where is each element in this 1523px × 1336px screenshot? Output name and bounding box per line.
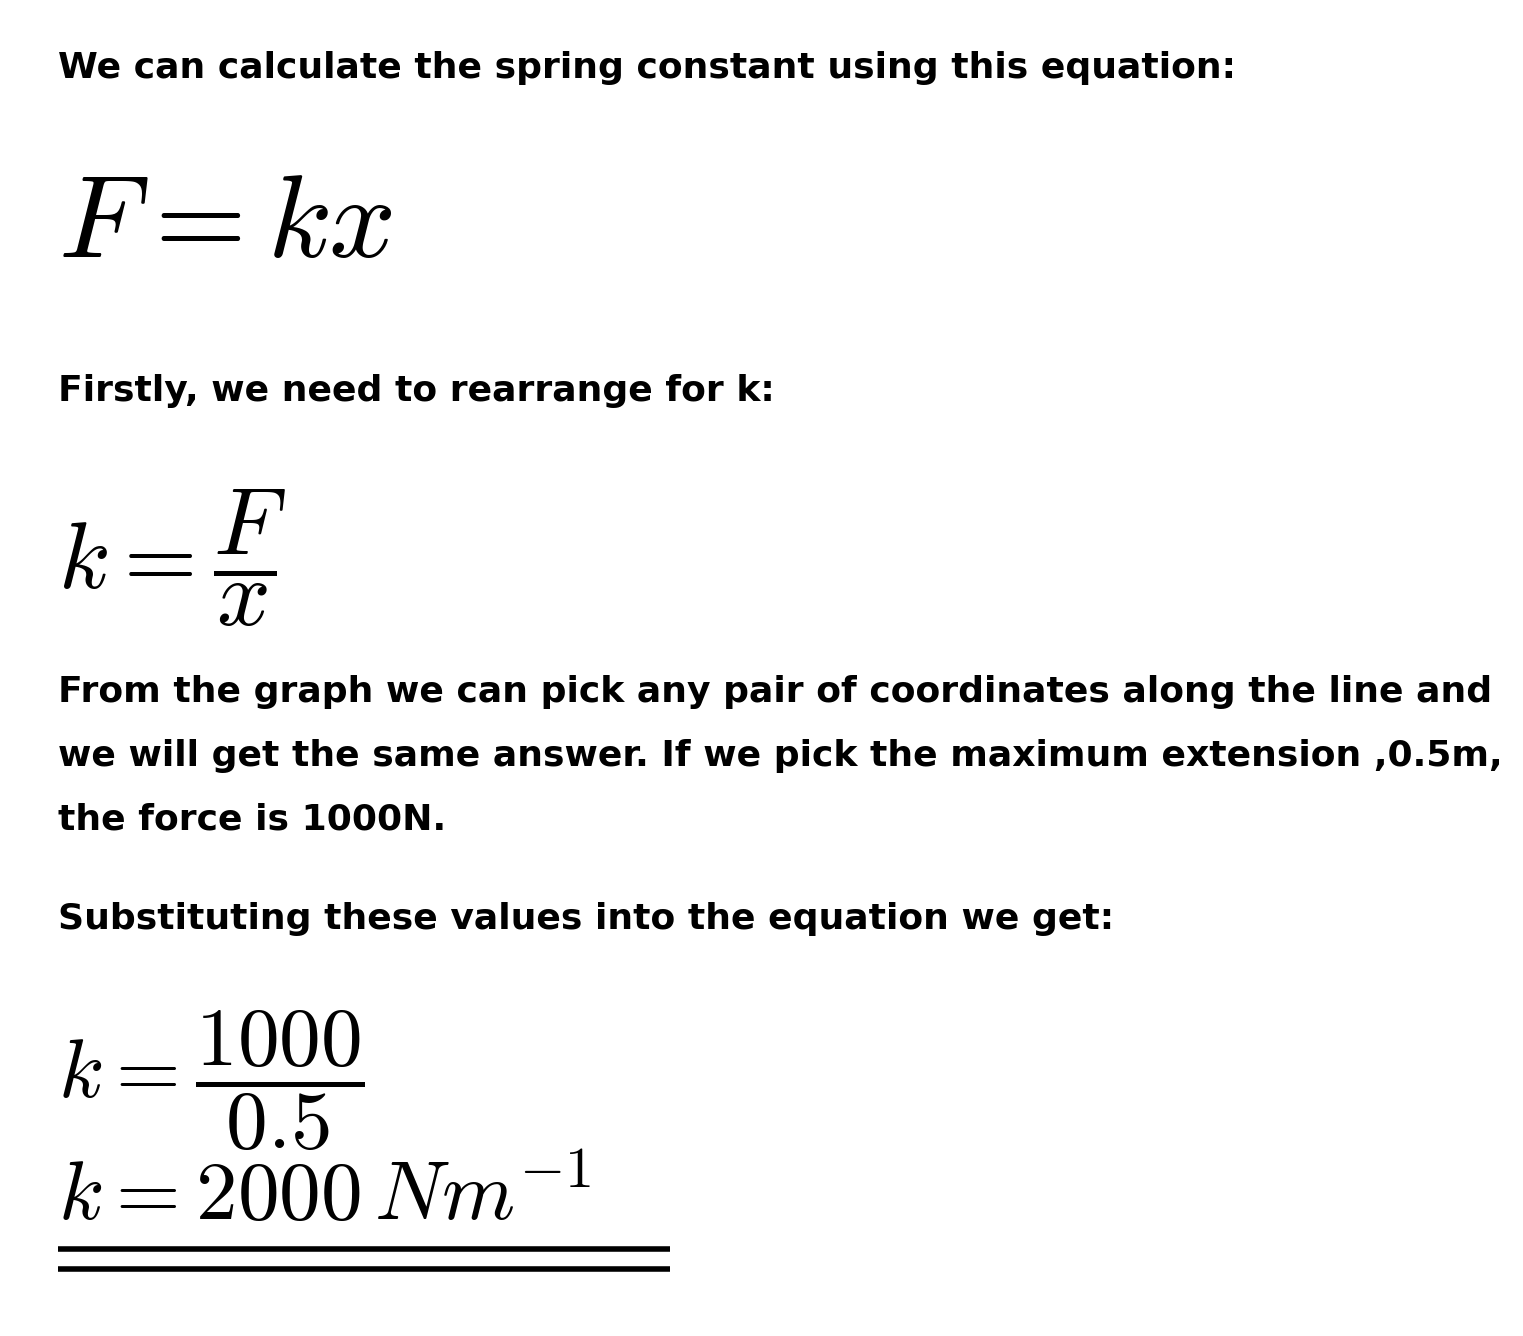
Text: Substituting these values into the equation we get:: Substituting these values into the equat… [58,902,1113,935]
Text: Firstly, we need to rearrange for k:: Firstly, we need to rearrange for k: [58,374,775,407]
Text: $\mathit{F} = \mathit{kx}$: $\mathit{F} = \mathit{kx}$ [58,167,393,282]
Text: We can calculate the spring constant using this equation:: We can calculate the spring constant usi… [58,51,1235,84]
Text: $k = \dfrac{F}{x}$: $k = \dfrac{F}{x}$ [58,488,286,629]
Text: From the graph we can pick any pair of coordinates along the line and: From the graph we can pick any pair of c… [58,675,1493,708]
Text: $k = \dfrac{1000}{0.5}$: $k = \dfrac{1000}{0.5}$ [58,1009,364,1153]
Text: the force is 1000N.: the force is 1000N. [58,803,446,836]
Text: we will get the same answer. If we pick the maximum extension ,0.5m,: we will get the same answer. If we pick … [58,739,1503,772]
Text: $k = 2000\,Nm^{-1}$: $k = 2000\,Nm^{-1}$ [58,1156,591,1237]
